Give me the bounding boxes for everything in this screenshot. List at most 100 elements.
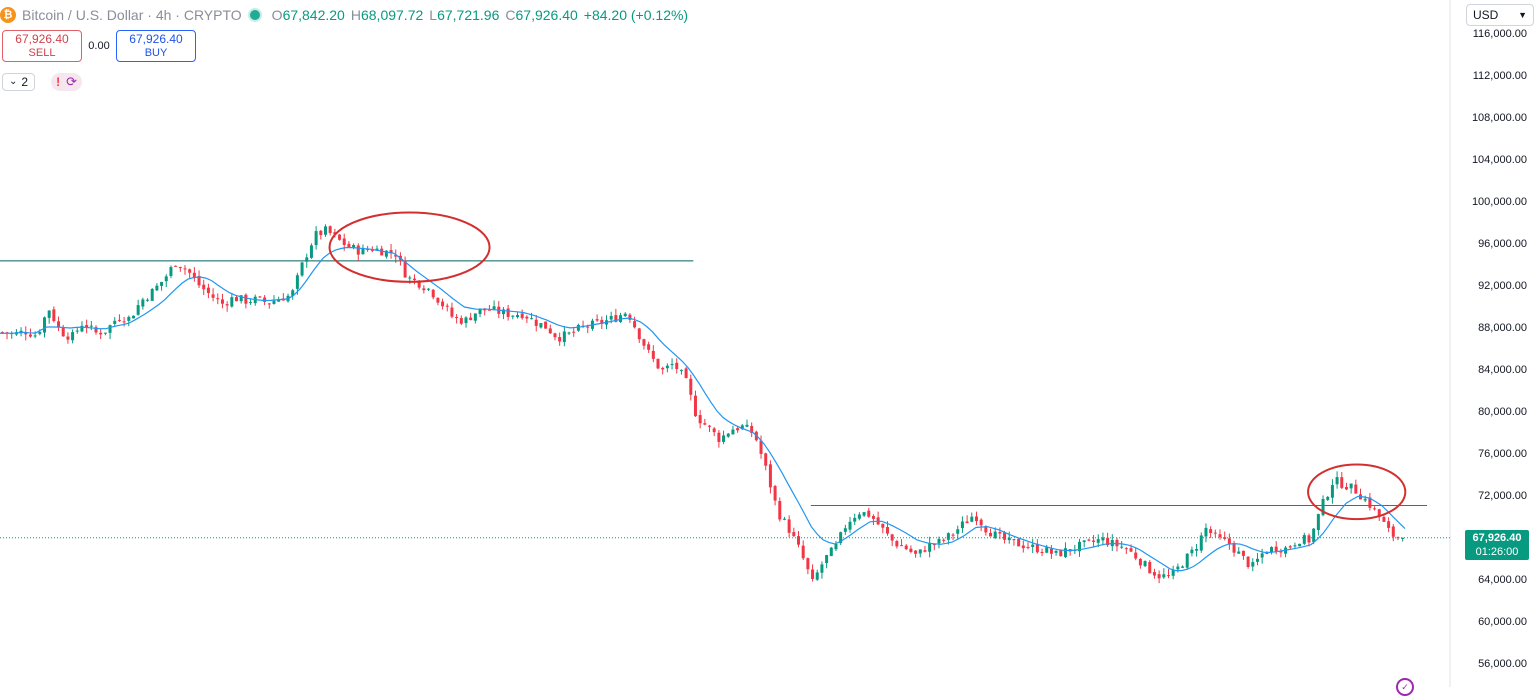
candle-body <box>506 308 510 317</box>
candle-body <box>1138 558 1142 566</box>
candle-body <box>881 523 885 528</box>
candle-body <box>1195 549 1199 551</box>
candle-body <box>623 313 627 316</box>
candle-body <box>1120 546 1124 548</box>
y-tick-label: 100,000.00 <box>1472 196 1527 208</box>
candle-body <box>1181 566 1185 568</box>
candle-body <box>628 314 632 320</box>
candle-body <box>178 266 182 269</box>
candle-body <box>1218 534 1222 538</box>
candle-body <box>759 440 763 454</box>
market-status-icon[interactable] <box>249 10 260 20</box>
candle-body <box>361 247 365 255</box>
candle-body <box>539 323 543 328</box>
candle-body <box>670 363 674 365</box>
candle-body <box>562 331 566 343</box>
candle-body <box>979 519 983 526</box>
candle-body <box>1171 570 1175 576</box>
candle-body <box>225 304 229 306</box>
candle-body <box>1082 540 1086 542</box>
candle-body <box>567 332 571 334</box>
candle-body <box>211 294 215 298</box>
indicators-collapse-button[interactable]: ⌄ 2 <box>2 73 36 91</box>
candle-body <box>501 309 505 315</box>
y-tick-label: 96,000.00 <box>1478 238 1527 250</box>
candle-body <box>103 332 107 334</box>
candle-body <box>890 534 894 541</box>
candle-body <box>422 288 426 291</box>
candle-body <box>1260 553 1264 558</box>
spread-value: 0.00 <box>88 40 110 52</box>
candle-body <box>1040 552 1044 554</box>
candle-body <box>1377 509 1381 517</box>
candle-body <box>965 521 969 524</box>
candle-body <box>117 319 121 321</box>
candle-body <box>1106 537 1110 546</box>
y-tick-label: 72,000.00 <box>1478 490 1527 502</box>
candle-body <box>740 425 744 430</box>
candle-body <box>572 331 576 333</box>
candle-body <box>885 527 889 534</box>
candle-body <box>85 325 89 328</box>
candle-body <box>1396 537 1400 539</box>
candle-body <box>131 315 135 319</box>
candle-body <box>731 429 735 435</box>
candle-body <box>61 327 65 337</box>
candle-body <box>656 358 660 369</box>
sell-button[interactable]: 67,926.40 SELL <box>2 30 82 62</box>
candle-body <box>1101 537 1105 541</box>
candle-body <box>323 226 327 235</box>
warning-icon[interactable]: ! <box>56 75 61 89</box>
currency-select[interactable]: USD ▼ <box>1466 4 1534 26</box>
candle-body <box>1326 496 1330 500</box>
change-value: +84.20 (+0.12%) <box>583 7 689 23</box>
candle-body <box>1209 529 1213 534</box>
candle-body <box>183 268 187 270</box>
y-tick-label: 64,000.00 <box>1478 574 1527 586</box>
candle-body <box>1312 528 1316 542</box>
candle-body <box>216 298 220 300</box>
sync-icon[interactable]: ⟳ <box>66 74 77 89</box>
candle-body <box>614 315 618 322</box>
moving-average <box>0 246 1406 572</box>
candle-body <box>989 532 993 537</box>
high-key: H <box>350 7 361 23</box>
candle-body <box>1344 487 1348 490</box>
candle-body <box>1031 544 1035 547</box>
candle-body <box>492 306 496 310</box>
candle-body <box>412 278 416 280</box>
price-axis[interactable]: 116,000.00 112,000.00 108,000.00 104,000.00… <box>1449 0 1527 687</box>
candle-body <box>956 529 960 534</box>
high-value: 68,097.72 <box>360 7 424 23</box>
candle-body <box>857 514 861 519</box>
candle-body <box>272 300 276 304</box>
data-status-pill[interactable]: ! ⟳ <box>51 73 82 91</box>
candle-body <box>136 305 140 315</box>
candle-body <box>235 297 239 302</box>
candle-body <box>436 297 440 303</box>
candle-body <box>534 319 538 326</box>
candle-body <box>394 254 398 257</box>
candle-body <box>778 501 782 520</box>
candle-body <box>600 319 604 324</box>
symbol-title[interactable]: Bitcoin / U.S. Dollar · 4h · CRYPTO <box>22 7 242 23</box>
candle-body <box>267 303 271 305</box>
candle-body <box>862 512 866 516</box>
circle-drawings[interactable] <box>328 211 1407 521</box>
candle-body <box>970 516 974 522</box>
close-value: 67,926.40 <box>515 7 578 23</box>
candle-body <box>792 532 796 537</box>
buy-label: BUY <box>144 47 168 59</box>
bolt-icon[interactable]: ✓ <box>1396 678 1414 696</box>
candle-body <box>918 549 922 554</box>
candle-body <box>932 544 936 546</box>
candle-body <box>230 297 234 307</box>
y-tick-label: 112,000.00 <box>1473 70 1527 82</box>
candle-body <box>150 289 154 301</box>
candle-body <box>342 238 346 245</box>
buy-button[interactable]: 67,926.40 BUY <box>116 30 196 62</box>
candle-body <box>1185 553 1189 568</box>
candle-body <box>197 275 201 286</box>
candle-body <box>1298 543 1302 547</box>
